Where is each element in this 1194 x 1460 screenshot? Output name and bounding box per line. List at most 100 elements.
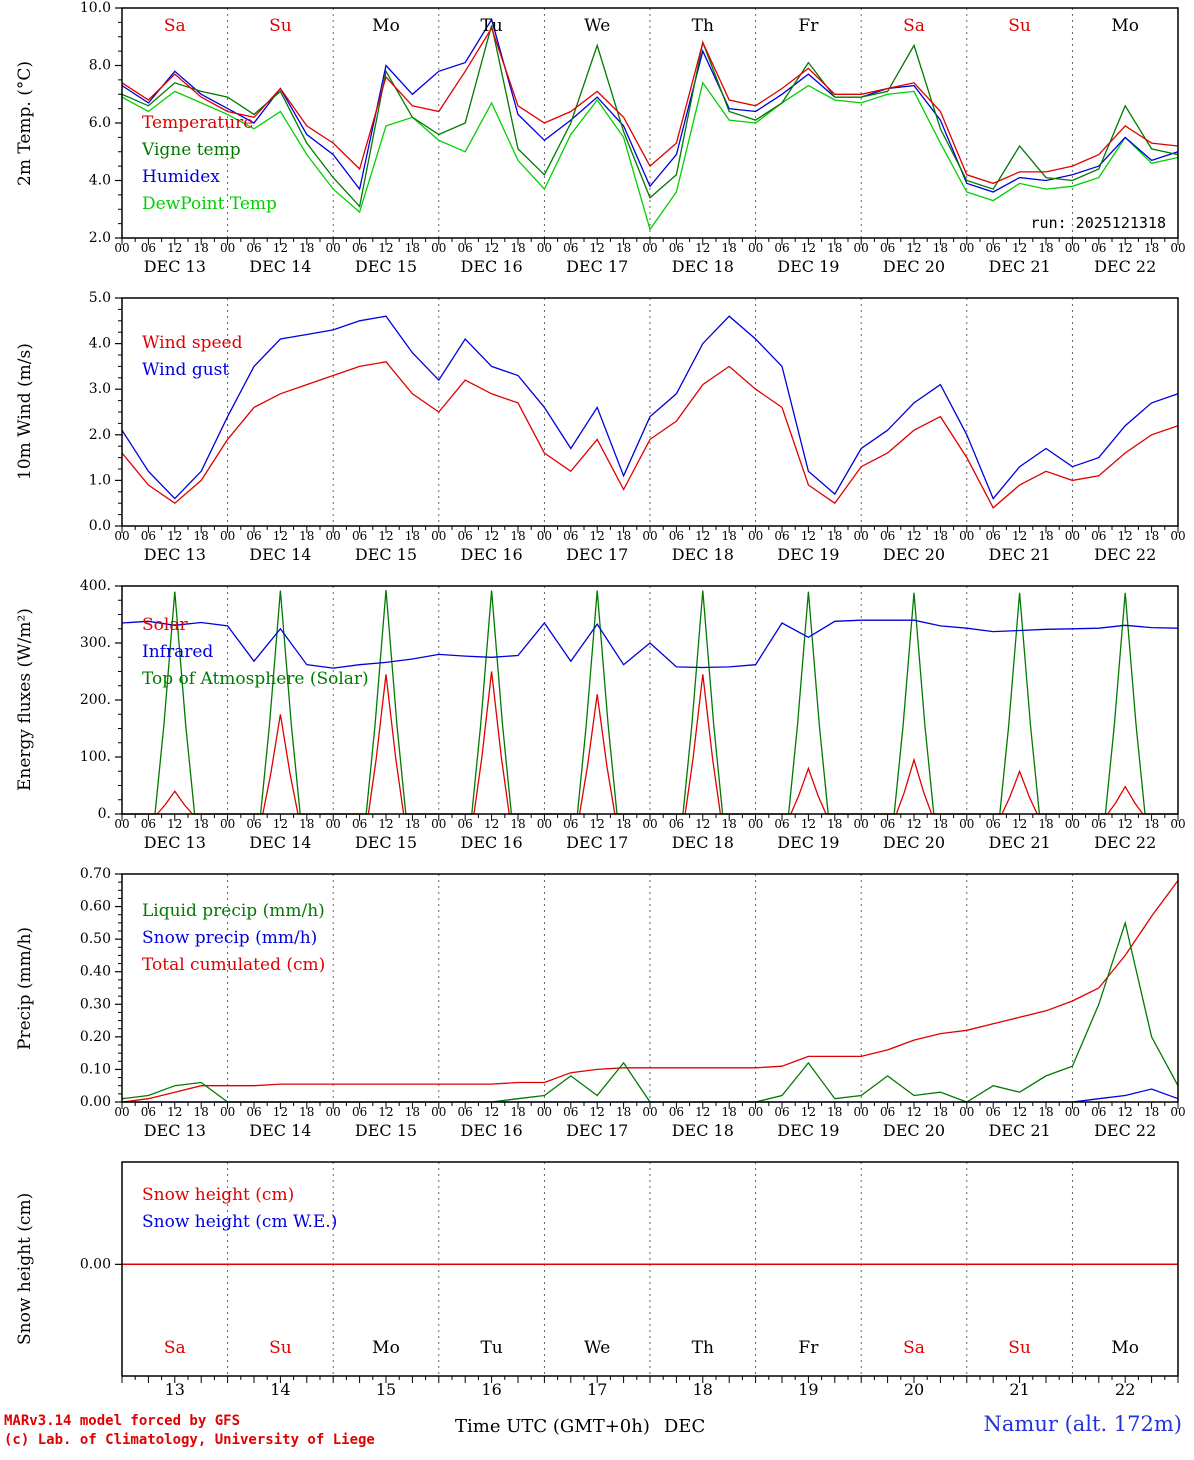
panel-precip: Precip (mm/h) 0.00 0.10 0.20 0.30 0.40 0.50 0.… [0,866,1194,1146]
day-number-label: 19 [798,1380,819,1399]
hour-tick-label: 12 [378,1105,394,1119]
legend-item-humidex: Humidex [142,167,220,187]
hour-tick-label: 18 [827,1105,843,1119]
legend-item-snow-precip-mm-h: Snow precip (mm/h) [142,928,318,948]
date-label: DEC 21 [988,1121,1051,1140]
hour-tick-label: 06 [985,529,1001,543]
hour-tick-label: 18 [932,1105,949,1119]
legend-item-total-cumulated-cm: Total cumulated (cm) [142,955,326,975]
x-axis-energy: 00 06 12 18 00 06 12 18 00 06 12 18 00 06 12 18 00 06 12 18… [114,814,1185,858]
series-wind-speed [121,361,1179,509]
legend-item-wind-speed: Wind speed [142,333,243,353]
hour-tick-label: 00 [853,241,869,255]
snow-chart-svg: 0.00 [80,1161,1179,1383]
lab-credit: (c) Lab. of Climatology, University of L… [4,1432,375,1448]
day-name-label: Th [691,1338,714,1358]
hour-tick-label: 06 [879,817,896,831]
hour-tick-label: 12 [589,241,605,255]
hour-tick-label: 00 [747,241,764,255]
date-label: DEC 14 [249,833,312,852]
date-label: DEC 20 [882,1121,946,1140]
date-label: DEC 13 [143,545,206,564]
hour-tick-label: 06 [668,817,685,831]
y-tick-label: 2.0 [89,427,111,443]
hour-tick-label: 18 [721,241,737,255]
hour-tick-label: 18 [510,529,526,543]
plot-precip: 0.00 0.10 0.20 0.30 0.40 0.50 0.60 0.70 Liquid … [80,866,1179,1110]
hour-tick-label: 12 [906,529,922,543]
hour-tick-label: 12 [800,529,817,543]
date-label: DEC 13 [143,1121,206,1140]
time-axis-label: Time UTC (GMT+0h) [455,1416,650,1437]
hour-tick-label: 00 [747,817,764,831]
date-label: DEC 18 [671,833,734,852]
date-label: DEC 19 [777,545,840,564]
date-label: DEC 13 [143,257,206,276]
hour-tick-label: 18 [510,817,526,831]
y-tick-label: 0.50 [80,931,111,947]
hour-tick-label: 18 [1143,529,1160,543]
hour-tick-label: 00 [536,529,553,543]
hour-tick-label: 06 [985,1105,1001,1119]
y-tick-label: 0.00 [80,1094,111,1110]
day-name-label: Sa [163,1338,186,1358]
y-tick-label: 2.0 [89,230,111,246]
hour-tick-label: 00 [219,241,236,255]
energy-chart-svg: 0. 100. 200. 300. 400. [80,578,1179,822]
hour-tick-label: 18 [932,241,949,255]
hour-tick-label: 00 [959,529,975,543]
series-dewpoint-temp [121,81,1179,231]
hour-tick-label: 06 [246,817,262,831]
hour-tick-label: 12 [272,241,289,255]
legend-item-snow-height-cm-w-e: Snow height (cm W.E.) [142,1212,338,1232]
hour-tick-label: 00 [536,817,553,831]
legend-energy: Solar Infrared Top of Atmosphere (Solar) [142,612,369,693]
hour-tick-label: 18 [932,817,949,831]
hour-tick-label: 18 [615,529,632,543]
y-tick-label: 200. [80,692,111,708]
hour-tick-label: 12 [167,529,183,543]
day-number-label: 22 [1115,1380,1136,1399]
y-tick-label: 8.0 [89,58,111,74]
y-tick-label: 0.60 [80,899,111,915]
hour-tick-label: 00 [325,817,341,831]
hour-tick-label: 12 [272,1105,289,1119]
hour-tick-label: 00 [114,817,130,831]
x-axis-precip: 00 06 12 18 00 06 12 18 00 06 12 18 00 06 12 18 00 06 12 18… [114,1102,1185,1146]
time-axis-title: Time UTC (GMT+0h) DEC [455,1416,705,1437]
hour-tick-label: 18 [299,241,315,255]
hour-tick-label: 12 [1011,529,1028,543]
date-label: DEC 19 [777,833,840,852]
plot-snow: 0.00 Snow height (cm) Snow height (cm W.E… [80,1161,1179,1383]
hour-tick-label: 18 [299,1105,315,1119]
hour-tick-label: 06 [140,241,157,255]
hour-tick-label: 00 [431,529,447,543]
date-label: DEC 14 [249,257,312,276]
hour-tick-label: 12 [906,1105,922,1119]
hour-tick-label: 12 [272,817,289,831]
panel-wind: 10m Wind (m/s) 0.0 1.0 2.0 3.0 4.0 5.0 Wind s… [0,290,1194,570]
hour-tick-label: 06 [563,1105,579,1119]
date-label: DEC 20 [882,833,946,852]
hour-tick-label: 18 [193,241,209,255]
plot-energy: 0. 100. 200. 300. 400. Solar Infrared Top of A… [80,578,1179,822]
hour-tick-label: 18 [510,1105,526,1119]
hour-tick-label: 12 [378,529,394,543]
hour-tick-label: 06 [879,1105,896,1119]
day-number-label: 13 [164,1380,185,1399]
day-number-label: 21 [1009,1380,1030,1399]
date-label: DEC 17 [566,1121,629,1140]
hour-tick-label: 06 [246,529,262,543]
hour-tick-label: 00 [219,1105,236,1119]
date-label: DEC 17 [566,545,629,564]
hour-tick-label: 12 [167,241,183,255]
x-axis-temperature: 00 06 12 18 00 06 12 18 00 06 12 18 00 06 12 18 00 06 12 18… [114,238,1185,282]
day-name-label: Tu [480,16,503,36]
hour-tick-label: 12 [1117,817,1133,831]
date-label: DEC 18 [671,545,734,564]
hour-tick-label: 12 [1011,1105,1028,1119]
hour-tick-label: 12 [1117,1105,1133,1119]
hour-tick-label: 18 [1038,241,1054,255]
day-name-label: Sa [903,16,925,36]
